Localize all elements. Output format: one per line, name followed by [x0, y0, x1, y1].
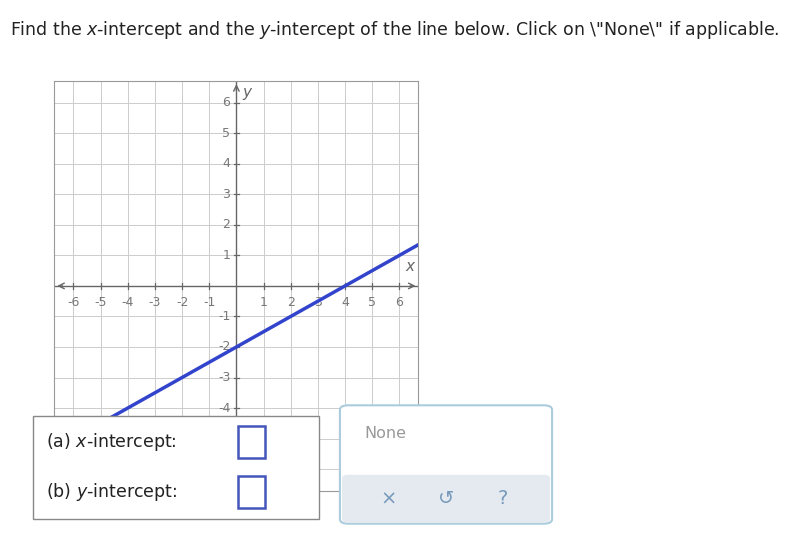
Text: 4: 4	[222, 157, 230, 170]
FancyBboxPatch shape	[34, 416, 319, 519]
Text: 6: 6	[222, 96, 230, 109]
Text: y: y	[242, 85, 251, 100]
Text: None: None	[364, 426, 406, 441]
Text: 4: 4	[341, 296, 349, 309]
Text: -6: -6	[218, 463, 230, 476]
Text: (b) $y$-intercept:: (b) $y$-intercept:	[46, 481, 178, 503]
Text: ?: ?	[498, 489, 508, 508]
Text: x: x	[406, 259, 414, 274]
Text: -6: -6	[67, 296, 80, 309]
Text: -3: -3	[218, 371, 230, 384]
Text: -2: -2	[176, 296, 188, 309]
Text: 3: 3	[314, 296, 322, 309]
Text: 2: 2	[222, 218, 230, 231]
Text: -4: -4	[122, 296, 134, 309]
FancyBboxPatch shape	[340, 405, 552, 524]
Text: -5: -5	[218, 432, 230, 445]
Text: 5: 5	[222, 127, 230, 140]
Text: -4: -4	[218, 402, 230, 415]
Text: -1: -1	[218, 310, 230, 323]
FancyBboxPatch shape	[238, 426, 266, 458]
Text: -5: -5	[94, 296, 107, 309]
Text: 3: 3	[222, 188, 230, 201]
FancyBboxPatch shape	[238, 476, 266, 508]
Text: ×: ×	[381, 489, 397, 508]
Text: 2: 2	[286, 296, 294, 309]
Text: 1: 1	[222, 249, 230, 262]
Text: Find the $x$-intercept and the $y$-intercept of the line below. Click on \"None\: Find the $x$-intercept and the $y$-inter…	[10, 19, 780, 41]
Text: 1: 1	[260, 296, 267, 309]
FancyBboxPatch shape	[342, 475, 550, 522]
Text: (a) $x$-intercept:: (a) $x$-intercept:	[46, 431, 177, 453]
Text: -2: -2	[218, 340, 230, 353]
Text: -1: -1	[203, 296, 215, 309]
Text: 5: 5	[368, 296, 376, 309]
Text: -3: -3	[149, 296, 161, 309]
Text: 6: 6	[395, 296, 403, 309]
Text: ↺: ↺	[438, 489, 454, 508]
